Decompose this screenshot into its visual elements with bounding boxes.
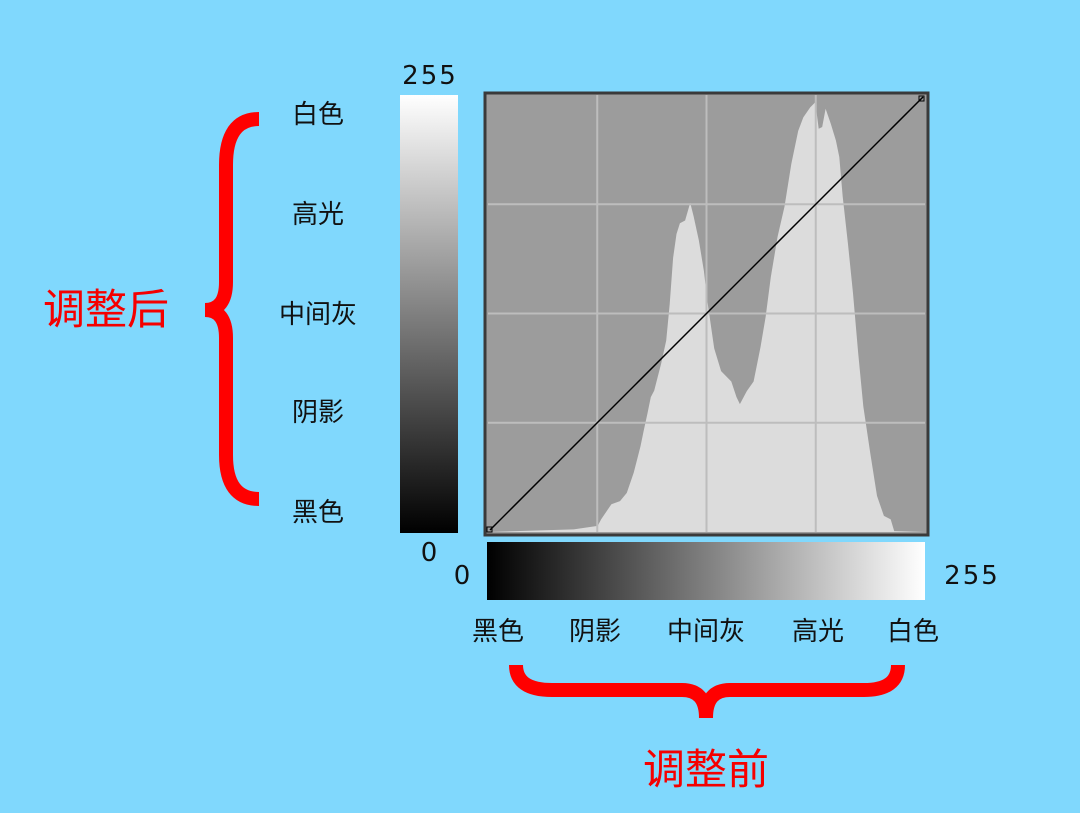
left-brace	[204, 112, 260, 506]
output-label-midtones: 中间灰	[278, 300, 358, 330]
after-adjustment-annotation: 调整后	[42, 285, 170, 334]
output-label-shadows: 阴影	[291, 398, 345, 428]
output-label-white: 白色	[291, 100, 345, 130]
output-label-highlights: 高光	[291, 200, 345, 230]
curve-point-white[interactable]	[918, 95, 925, 102]
before-adjustment-annotation: 调整前	[642, 745, 770, 794]
input-gradient-bar	[487, 542, 925, 600]
input-label-shadows: 阴影	[568, 617, 622, 647]
output-max-label: 255	[402, 61, 458, 91]
input-min-label: 0	[453, 561, 473, 591]
output-gradient-bar	[400, 95, 458, 533]
input-label-white: 白色	[886, 617, 940, 647]
input-label-black: 黑色	[471, 617, 525, 647]
input-max-label: 255	[944, 561, 1000, 591]
curve-point-black[interactable]	[486, 526, 493, 533]
tone-curve[interactable]	[489, 96, 924, 531]
output-min-label: 0	[420, 538, 440, 568]
bottom-brace	[509, 664, 905, 719]
input-label-midtones: 中间灰	[666, 617, 746, 647]
output-label-black: 黑色	[291, 498, 345, 528]
input-label-highlights: 高光	[791, 617, 845, 647]
